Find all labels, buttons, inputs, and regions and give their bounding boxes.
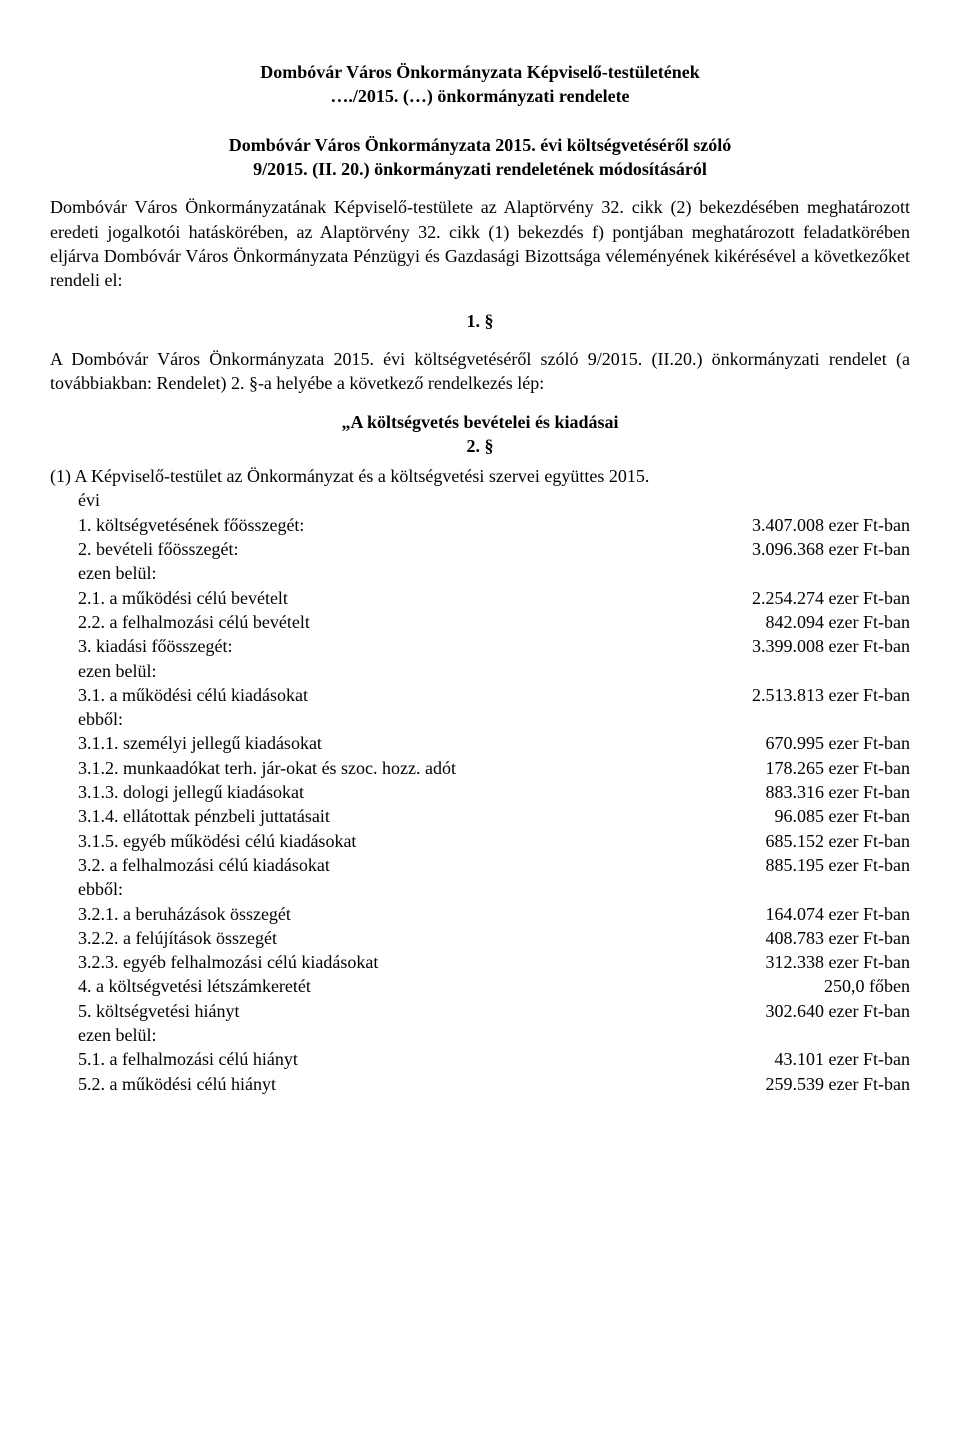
budget-row: 3. kiadási főösszegét:3.399.008 ezer Ft-… [50,634,910,658]
budget-row: ezen belül: [50,561,910,585]
budget-row-value: 302.640 ezer Ft-ban [766,999,910,1023]
budget-row-value: 685.152 ezer Ft-ban [766,829,910,853]
section-1-number: 1. § [50,309,910,333]
budget-row-value: 670.995 ezer Ft-ban [766,731,910,755]
budget-row: ebből: [50,877,910,901]
doc-title-line2: …./2015. (…) önkormányzati rendelete [50,84,910,108]
budget-row-label: ezen belül: [78,1023,910,1047]
budget-row: 3.1.3. dologi jellegű kiadásokat883.316 … [50,780,910,804]
budget-row-label: ebből: [78,707,910,731]
budget-row: 5.1. a felhalmozási célú hiányt43.101 ez… [50,1047,910,1071]
budget-row-label: 2. bevételi főösszegét: [78,537,752,561]
budget-row: 4. a költségvetési létszámkeretét250,0 f… [50,974,910,998]
budget-row-value: 842.094 ezer Ft-ban [766,610,910,634]
budget-row: 3.1.4. ellátottak pénzbeli juttatásait96… [50,804,910,828]
budget-row: 5. költségvetési hiányt302.640 ezer Ft-b… [50,999,910,1023]
budget-row-label: 3. kiadási főösszegét: [78,634,752,658]
budget-row-value: 259.539 ezer Ft-ban [766,1072,910,1096]
budget-list: (1) A Képviselő-testület az Önkormányzat… [50,464,910,1096]
doc-subtitle-line1: Dombóvár Város Önkormányzata 2015. évi k… [50,133,910,157]
budget-row: 3.1. a működési célú kiadásokat2.513.813… [50,683,910,707]
budget-row-label: 3.2.1. a beruházások összegét [78,902,766,926]
budget-row-label: 5.1. a felhalmozási célú hiányt [78,1047,775,1071]
budget-row: 5.2. a működési célú hiányt259.539 ezer … [50,1072,910,1096]
budget-row-value: 2.254.274 ezer Ft-ban [752,586,910,610]
budget-row-label: 3.2.3. egyéb felhalmozási célú kiadásoka… [78,950,766,974]
budget-row: 1. költségvetésének főösszegét:3.407.008… [50,513,910,537]
budget-row-label: 3.1. a működési célú kiadásokat [78,683,752,707]
budget-row: ezen belül: [50,659,910,683]
budget-row-label: 3.1.5. egyéb működési célú kiadásokat [78,829,766,853]
budget-row-value: 43.101 ezer Ft-ban [775,1047,910,1071]
budget-row-value: 3.096.368 ezer Ft-ban [752,537,910,561]
budget-row-value: 885.195 ezer Ft-ban [766,853,910,877]
budget-row-label: 3.1.1. személyi jellegű kiadásokat [78,731,766,755]
budget-row: 3.2.2. a felújítások összegét408.783 eze… [50,926,910,950]
budget-row-value: 164.074 ezer Ft-ban [766,902,910,926]
budget-row: 2. bevételi főösszegét:3.096.368 ezer Ft… [50,537,910,561]
budget-row: 2.1. a működési célú bevételt2.254.274 e… [50,586,910,610]
budget-row-label: 3.1.2. munkaadókat terh. jár-okat és szo… [78,756,766,780]
budget-row: 3.2. a felhalmozási célú kiadásokat885.1… [50,853,910,877]
budget-row-label: ezen belül: [78,561,910,585]
budget-row-label: 4. a költségvetési létszámkeretét [78,974,824,998]
budget-row-label: 3.2.2. a felújítások összegét [78,926,766,950]
budget-row: 3.2.3. egyéb felhalmozási célú kiadásoka… [50,950,910,974]
budget-row-value: 250,0 főben [824,974,910,998]
budget-row-label: 5.2. a működési célú hiányt [78,1072,766,1096]
preamble-paragraph: Dombóvár Város Önkormányzatának Képvisel… [50,195,910,292]
budget-row-value: 3.399.008 ezer Ft-ban [752,634,910,658]
budget-row: 2.2. a felhalmozási célú bevételt842.094… [50,610,910,634]
budget-row-label: 3.1.3. dologi jellegű kiadásokat [78,780,766,804]
budget-row-label: 2.2. a felhalmozási célú bevételt [78,610,766,634]
budget-row-label: 3.2. a felhalmozási célú kiadásokat [78,853,766,877]
budget-row-label: 5. költségvetési hiányt [78,999,766,1023]
budget-row-label: ezen belül: [78,659,910,683]
budget-rows-container: 1. költségvetésének főösszegét:3.407.008… [50,513,910,1096]
budget-row-label: 1. költségvetésének főösszegét: [78,513,752,537]
budget-row-value: 408.783 ezer Ft-ban [766,926,910,950]
quote-section-number: 2. § [50,434,910,458]
doc-title-line1: Dombóvár Város Önkormányzata Képviselő-t… [50,60,910,84]
budget-row-value: 96.085 ezer Ft-ban [775,804,910,828]
budget-row: 3.2.1. a beruházások összegét164.074 eze… [50,902,910,926]
doc-subtitle-line2: 9/2015. (II. 20.) önkormányzati rendelet… [50,157,910,181]
budget-row-value: 3.407.008 ezer Ft-ban [752,513,910,537]
list-intro-line-b: évi [50,488,910,512]
budget-row-value: 883.316 ezer Ft-ban [766,780,910,804]
budget-row: 3.1.2. munkaadókat terh. jár-okat és szo… [50,756,910,780]
budget-row-value: 2.513.813 ezer Ft-ban [752,683,910,707]
budget-row-value: 178.265 ezer Ft-ban [766,756,910,780]
list-intro-line-a: (1) A Képviselő-testület az Önkormányzat… [50,464,910,488]
budget-row: ebből: [50,707,910,731]
budget-row-label: 3.1.4. ellátottak pénzbeli juttatásait [78,804,775,828]
budget-row: 3.1.5. egyéb működési célú kiadásokat685… [50,829,910,853]
budget-row: ezen belül: [50,1023,910,1047]
budget-row-value: 312.338 ezer Ft-ban [766,950,910,974]
section-1-text: A Dombóvár Város Önkormányzata 2015. évi… [50,347,910,396]
budget-row-label: 2.1. a működési célú bevételt [78,586,752,610]
budget-row-label: ebből: [78,877,910,901]
quote-heading: „A költségvetés bevételei és kiadásai [50,410,910,434]
budget-row: 3.1.1. személyi jellegű kiadásokat670.99… [50,731,910,755]
